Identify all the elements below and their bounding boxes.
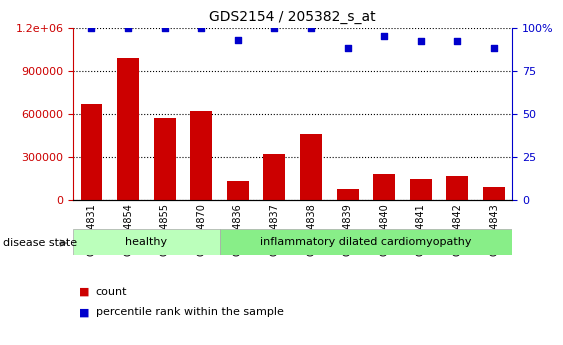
Title: GDS2154 / 205382_s_at: GDS2154 / 205382_s_at <box>209 10 376 24</box>
Text: ■: ■ <box>79 307 90 317</box>
Point <box>343 46 352 51</box>
Bar <box>117 58 139 200</box>
Bar <box>154 118 176 200</box>
Bar <box>337 189 359 200</box>
Point <box>306 25 315 30</box>
Point <box>87 25 96 30</box>
Bar <box>446 176 468 200</box>
Bar <box>220 229 512 255</box>
Bar <box>300 134 322 200</box>
Text: inflammatory dilated cardiomyopathy: inflammatory dilated cardiomyopathy <box>260 237 472 247</box>
Point <box>453 39 462 44</box>
Bar <box>81 104 102 200</box>
Point <box>123 25 133 30</box>
Point <box>270 25 279 30</box>
Point <box>160 25 169 30</box>
Bar <box>373 174 395 200</box>
Text: percentile rank within the sample: percentile rank within the sample <box>96 307 284 317</box>
Text: count: count <box>96 287 127 296</box>
Point <box>417 39 426 44</box>
Bar <box>483 187 505 200</box>
Text: healthy: healthy <box>126 237 167 247</box>
Point <box>489 46 499 51</box>
Text: disease state: disease state <box>3 238 77 248</box>
Point <box>197 25 206 30</box>
Text: ■: ■ <box>79 287 90 296</box>
Bar <box>410 179 432 200</box>
Point <box>379 33 388 39</box>
Bar <box>263 154 285 200</box>
Bar <box>73 229 220 255</box>
Bar <box>190 111 212 200</box>
Point <box>234 37 243 42</box>
Bar <box>227 181 249 200</box>
